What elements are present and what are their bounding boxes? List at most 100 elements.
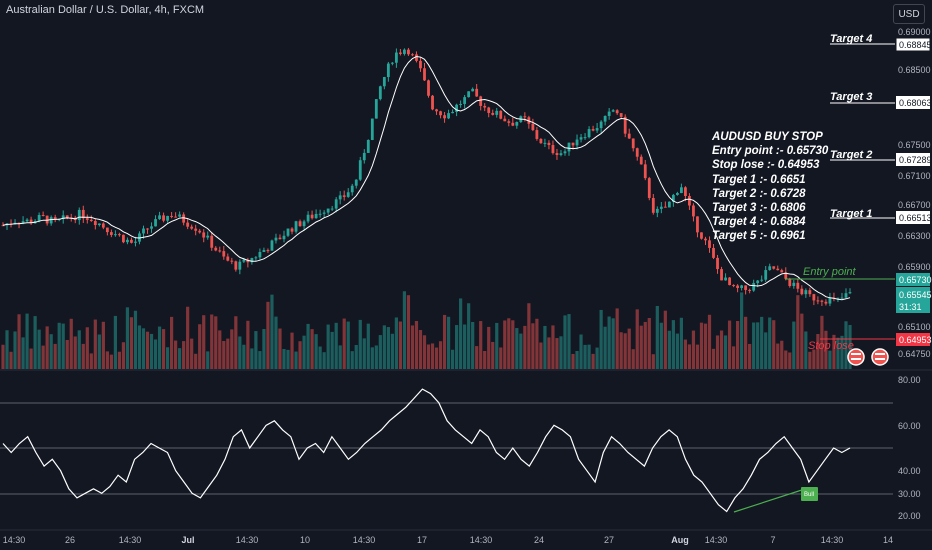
entry-price: 0.65730 <box>899 275 932 285</box>
volume-bar <box>21 337 25 369</box>
volume-bar <box>780 340 784 369</box>
candle-body <box>563 151 567 154</box>
candle-body <box>788 278 792 287</box>
candle-body <box>314 213 318 219</box>
candle-body <box>210 235 214 248</box>
candle-body <box>487 107 491 113</box>
candle-body <box>744 285 748 290</box>
candle-body <box>358 160 362 180</box>
candle-body <box>399 52 402 54</box>
candle-body <box>382 77 386 87</box>
candle-body <box>234 261 238 270</box>
volume-bar <box>479 321 483 369</box>
candle-body <box>182 214 186 223</box>
candle-body <box>390 62 394 64</box>
volume-bar <box>169 316 174 369</box>
volume-bar <box>354 344 358 369</box>
candle-body <box>407 49 410 55</box>
time-axis: 14:30 26 14:30 Jul 14:30 10 14:30 17 14:30 24 27 Au… <box>3 535 893 545</box>
candle-body <box>342 195 346 197</box>
candle-body <box>816 300 820 302</box>
candle-body <box>840 297 844 299</box>
volume-bar <box>262 328 266 369</box>
volume-bar <box>651 354 655 369</box>
target4-price-tag: 0.68845 <box>895 37 932 52</box>
target1-label: Target 1 <box>830 208 872 220</box>
volume-bar <box>422 335 427 369</box>
volume-bar <box>471 321 475 369</box>
candle-body <box>126 239 129 243</box>
us-flag-icon[interactable] <box>847 348 865 366</box>
trade-setup-line: AUDUSD BUY STOP <box>712 131 823 143</box>
volume-bar <box>49 334 53 369</box>
volume-bar <box>65 339 69 369</box>
currency-button[interactable]: USD <box>893 4 925 24</box>
candle-body <box>322 212 326 214</box>
price-tick-label: 0.64750 <box>898 349 931 359</box>
candle-body <box>427 80 430 96</box>
candle-body <box>378 86 382 100</box>
candle-body <box>808 290 812 295</box>
volume-bar <box>246 320 250 369</box>
volume-bar <box>816 334 820 369</box>
volume-bar <box>362 338 366 369</box>
volume-bar <box>178 348 182 369</box>
candle-body <box>366 140 370 153</box>
volume-bar <box>531 323 535 369</box>
price-tick-label: 0.67500 <box>898 140 931 150</box>
candle-body <box>65 215 69 218</box>
volume-bar <box>824 330 828 369</box>
volume-bar <box>535 318 539 369</box>
volume-bar <box>607 316 611 369</box>
volume-bar <box>182 341 186 369</box>
volume-bar <box>438 341 443 369</box>
candle-body <box>81 209 85 219</box>
candle-body <box>439 111 442 116</box>
candle-body <box>583 137 587 139</box>
volume-bar <box>792 321 796 369</box>
volume-bar <box>77 330 81 369</box>
candle-body <box>97 223 101 226</box>
candle-body <box>318 213 322 215</box>
candle-body <box>150 226 153 229</box>
candle-body <box>423 68 426 81</box>
trade-setup-text: AUDUSD BUY STOP Entry point :- 0.65730 Sto… <box>712 130 828 244</box>
candle-body <box>760 279 764 281</box>
candle-body <box>812 294 816 301</box>
volume-bar <box>418 330 423 369</box>
volume-bar <box>37 329 41 369</box>
volume-bar <box>567 314 571 369</box>
volume-bar <box>81 343 85 369</box>
trade-setup-line: Target 1 :- 0.6651 <box>712 173 806 186</box>
volume-bar <box>226 338 230 369</box>
candle-body <box>238 261 242 270</box>
candle-body <box>374 99 378 119</box>
volume-bar <box>218 330 222 369</box>
volume-bar <box>571 353 575 369</box>
volume-bar <box>615 308 619 369</box>
volume-bar <box>294 351 298 369</box>
candle-body <box>206 235 210 238</box>
volume-bar <box>242 344 246 369</box>
volume-bar <box>342 318 346 369</box>
time-tick-label: 14:30 <box>119 535 142 545</box>
candle-body <box>796 282 800 289</box>
candle-body <box>198 230 202 233</box>
volume-bar <box>595 347 599 369</box>
candle-body <box>142 228 145 234</box>
volume-bar <box>398 321 403 369</box>
volume-bar <box>756 322 760 369</box>
volume-bar <box>543 325 547 369</box>
volume-bar <box>507 318 511 369</box>
candle-body <box>595 128 599 131</box>
volume-bar <box>117 351 122 369</box>
candle-body <box>49 217 53 224</box>
candle-body <box>415 54 418 61</box>
trade-setup-line: Entry point :- 0.65730 <box>712 145 829 158</box>
trade-setup-line: Target 5 :- 0.6961 <box>712 230 806 243</box>
us-flag-icon[interactable] <box>871 348 889 366</box>
volume-bar <box>551 325 555 369</box>
volume-bar <box>683 339 688 369</box>
volume-bar <box>455 325 459 369</box>
